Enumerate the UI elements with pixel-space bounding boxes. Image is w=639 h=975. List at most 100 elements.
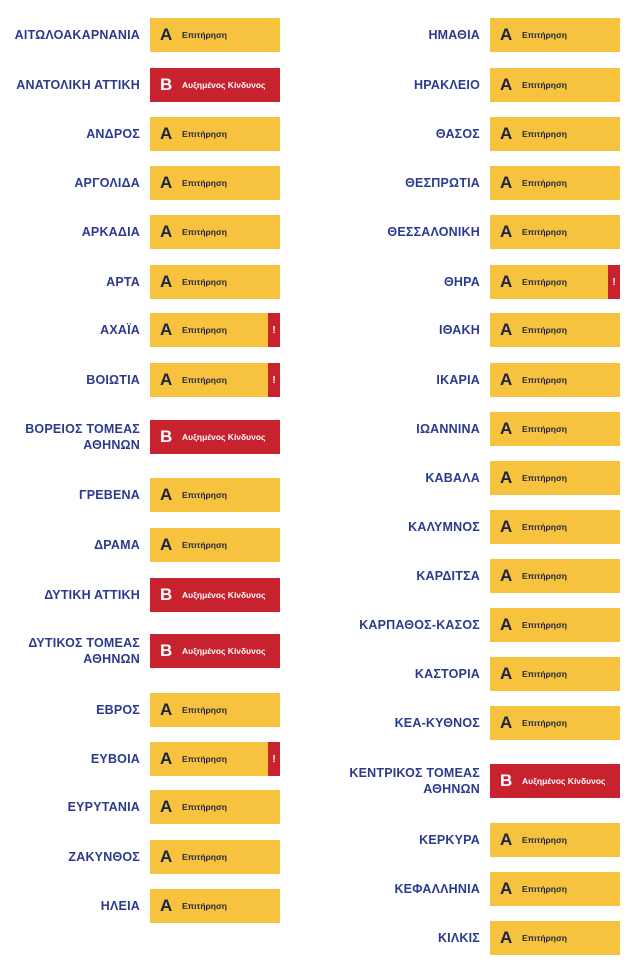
risk-level-badge: A Επιτήρηση [490,872,620,906]
risk-level-badge: A Επιτήρηση [490,215,620,249]
region-name: ΘΗΡΑ [444,275,480,289]
region-name: ΙΘΑΚΗ [439,323,480,337]
region-name: ΚΑΒΑΛΑ [425,471,480,485]
region-row: ΑΙΤΩΛΟΑΚΑΡΝΑΝΙΑ A Επιτήρηση [0,18,280,52]
risk-level-badge: A Επιτήρηση [490,823,620,857]
risk-level-letter: A [500,75,513,94]
risk-level-letter: A [500,222,513,241]
risk-level-label: Επιτήρηση [182,375,227,385]
risk-level-label: Επιτήρηση [182,277,227,287]
region-row: ΑΡΓΟΛΙΔΑ A Επιτήρηση [0,166,280,200]
risk-level-badge: A Επιτήρηση [490,510,620,544]
risk-level-badge: A Επιτήρηση [490,657,620,691]
risk-level-label: Αυξημένος Κίνδυνος [182,80,266,90]
region-name: ΑΡΤΑ [106,275,140,289]
risk-level-badge: A Επιτήρηση [150,166,280,200]
alert-icon: ! [268,363,280,397]
region-row: ΖΑΚΥΝΘΟΣ A Επιτήρηση [0,840,280,874]
region-name: ΔΥΤΙΚΟΣ ΤΟΜΕΑΣ ΑΘΗΝΩΝ [28,636,140,666]
region-name: ΕΒΡΟΣ [96,703,140,717]
region-row: ΑΡΚΑΔΙΑ A Επιτήρηση [0,215,280,249]
region-row: ΚΕΑ-ΚΥΘΝΟΣ A Επιτήρηση [336,706,620,740]
region-name: ΙΚΑΡΙΑ [436,373,480,387]
risk-level-label: Επιτήρηση [182,227,227,237]
risk-level-badge: B Αυξημένος Κίνδυνος [150,634,280,668]
risk-level-badge: A Επιτήρηση [490,706,620,740]
region-name: ΚΑΣΤΟΡΙΑ [414,667,480,681]
region-name: ΘΕΣΣΑΛΟΝΙΚΗ [387,225,480,239]
region-row: ΙΘΑΚΗ A Επιτήρηση [336,313,620,347]
risk-level-label: Επιτήρηση [522,30,567,40]
risk-level-label: Επιτήρηση [522,375,567,385]
risk-level-label: Επιτήρηση [182,901,227,911]
risk-level-letter: A [160,272,173,291]
region-name: ΔΡΑΜΑ [94,538,140,552]
region-row: ΚΑΣΤΟΡΙΑ A Επιτήρηση [336,657,620,691]
risk-level-letter: A [500,517,513,536]
risk-level-letter: A [500,664,513,683]
risk-level-letter: B [500,771,513,790]
region-name: ΚΑΡΔΙΤΣΑ [416,569,480,583]
risk-level-badge: B Αυξημένος Κίνδυνος [150,420,280,454]
region-name: ΘΕΣΠΡΩΤΙΑ [405,176,480,190]
region-row: ΔΥΤΙΚΗ ΑΤΤΙΚΗ B Αυξημένος Κίνδυνος [0,578,280,612]
risk-level-letter: A [500,25,513,44]
region-row: ΒΟΙΩΤΙΑ A Επιτήρηση! [0,363,280,397]
risk-level-label: Επιτήρηση [522,884,567,894]
risk-level-label: Επιτήρηση [182,705,227,715]
risk-level-badge: A Επιτήρηση [490,68,620,102]
region-row: ΘΑΣΟΣ A Επιτήρηση [336,117,620,151]
risk-level-badge: A Επιτήρηση [150,18,280,52]
risk-level-label: Επιτήρηση [182,852,227,862]
region-name: ΗΜΑΘΙΑ [428,28,480,42]
risk-level-label: Επιτήρηση [182,325,227,335]
region-name: ΕΥΒΟΙΑ [90,752,140,766]
risk-level-letter: A [160,485,173,504]
risk-level-badge: B Αυξημένος Κίνδυνος [490,764,620,798]
region-name: ΘΑΣΟΣ [435,127,480,141]
region-name: ΕΥΡΥΤΑΝΙΑ [67,800,140,814]
risk-level-badge: A Επιτήρηση! [150,742,280,776]
risk-level-label: Επιτήρηση [182,802,227,812]
region-row: ΙΚΑΡΙΑ A Επιτήρηση [336,363,620,397]
region-name: ΙΩΑΝΝΙΝΑ [416,422,480,436]
region-name: ΖΑΚΥΝΘΟΣ [68,850,140,864]
risk-level-letter: B [160,641,173,660]
risk-level-letter: A [160,124,173,143]
risk-level-label: Επιτήρηση [522,80,567,90]
region-row: ΕΥΡΥΤΑΝΙΑ A Επιτήρηση [0,790,280,824]
region-row: ΑΝΔΡΟΣ A Επιτήρηση [0,117,280,151]
risk-level-badge: B Αυξημένος Κίνδυνος [150,68,280,102]
region-name: ΑΙΤΩΛΟΑΚΑΡΝΑΝΙΑ [14,28,140,42]
region-row: ΘΕΣΠΡΩΤΙΑ A Επιτήρηση [336,166,620,200]
region-row: ΕΥΒΟΙΑ A Επιτήρηση! [0,742,280,776]
region-row: ΚΑΛΥΜΝΟΣ A Επιτήρηση [336,510,620,544]
risk-level-label: Επιτήρηση [182,30,227,40]
region-row: ΗΜΑΘΙΑ A Επιτήρηση [336,18,620,52]
region-row: ΓΡΕΒΕΝΑ A Επιτήρηση [0,478,280,512]
risk-level-badge: A Επιτήρηση [150,528,280,562]
risk-level-badge: A Επιτήρηση [150,790,280,824]
alert-icon: ! [268,313,280,347]
region-name: ΑΡΚΑΔΙΑ [81,225,140,239]
risk-level-letter: A [500,615,513,634]
risk-level-letter: A [500,879,513,898]
region-row: ΕΒΡΟΣ A Επιτήρηση [0,693,280,727]
region-row: ΚΙΛΚΙΣ A Επιτήρηση [336,921,620,955]
risk-level-label: Επιτήρηση [522,835,567,845]
risk-level-letter: A [160,749,173,768]
region-name: ΚΕΦΑΛΛΗΝΙΑ [394,882,480,896]
risk-level-label: Επιτήρηση [182,540,227,550]
region-name: ΗΡΑΚΛΕΙΟ [414,78,480,92]
risk-level-badge: A Επιτήρηση [150,215,280,249]
risk-level-letter: A [500,370,513,389]
region-name: ΑΝΔΡΟΣ [86,127,140,141]
region-row: ΚΕΦΑΛΛΗΝΙΑ A Επιτήρηση [336,872,620,906]
region-name: ΒΟΡΕΙΟΣ ΤΟΜΕΑΣ ΑΘΗΝΩΝ [25,422,140,452]
alert-icon: ! [268,742,280,776]
risk-level-label: Επιτήρηση [522,277,567,287]
region-name: ΚΑΡΠΑΘΟΣ-ΚΑΣΟΣ [359,618,480,632]
risk-level-label: Αυξημένος Κίνδυνος [182,432,266,442]
region-row: ΚΑΡΔΙΤΣΑ A Επιτήρηση [336,559,620,593]
risk-level-badge: A Επιτήρηση [150,478,280,512]
